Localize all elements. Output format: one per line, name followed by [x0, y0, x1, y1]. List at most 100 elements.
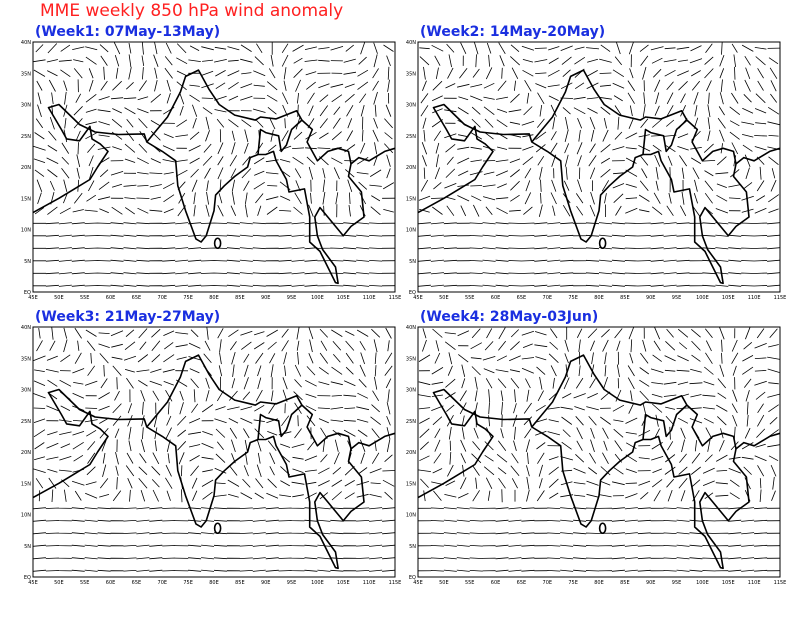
lon-label: 55E [465, 580, 475, 586]
lat-label: 30N [406, 103, 416, 109]
lon-label: 50E [439, 580, 449, 586]
lon-label: 110E [748, 580, 761, 586]
lat-label: 35N [21, 356, 31, 362]
wind-vectors [33, 41, 396, 287]
border [686, 404, 737, 450]
sri-lanka [213, 522, 222, 535]
lon-label: 115E [389, 295, 402, 301]
lon-label: 100E [696, 295, 709, 301]
lat-label: 15N [21, 481, 31, 487]
panel-title: (Week1: 07May-13May) [35, 24, 220, 40]
lat-label: 25N [21, 419, 31, 425]
lon-label: 115E [774, 295, 787, 301]
border [531, 69, 688, 155]
lon-label: 85E [620, 295, 630, 301]
border [531, 354, 688, 440]
lat-label: 25N [406, 134, 416, 140]
lat-label: 40N [21, 40, 31, 46]
lon-label: 65E [132, 295, 142, 301]
panel-title: (Week3: 21May-27May) [35, 309, 220, 325]
lon-label: 75E [183, 295, 193, 301]
lon-label: 70E [158, 580, 168, 586]
lon-label: 45E [28, 295, 38, 301]
wind-vectors [417, 41, 781, 287]
lon-label: 50E [439, 295, 449, 301]
lat-label: 40N [406, 40, 416, 46]
lat-label: 5N [24, 544, 31, 550]
map-panel: (Week2: 14May-20May) 40N 35N 30N 25N 20N 15N 10… [406, 24, 786, 301]
map-frame [32, 41, 396, 293]
lon-label: 55E [80, 580, 90, 586]
lon-label: 85E [235, 295, 245, 301]
lat-label: 20N [406, 450, 416, 456]
lon-label: 95E [287, 295, 297, 301]
coastline [32, 103, 396, 285]
lat-label: EQ [409, 575, 416, 581]
panel-title: (Week2: 14May-20May) [420, 24, 605, 40]
sri-lanka [598, 237, 607, 250]
border [146, 69, 303, 155]
map-panel: (Week1: 07May-13May) 40N 35N 30N 25N 20N 15N 10… [21, 24, 401, 301]
lon-label: 95E [672, 295, 682, 301]
lat-label: 10N [406, 513, 416, 519]
lat-label: 20N [21, 450, 31, 456]
wind-vectors [32, 326, 396, 572]
lon-label: 105E [337, 580, 350, 586]
lon-label: 60E [491, 580, 501, 586]
lon-label: 85E [235, 580, 245, 586]
lon-label: 55E [465, 295, 475, 301]
lat-label: EQ [409, 290, 416, 296]
lon-label: 100E [696, 580, 709, 586]
lon-label: 115E [389, 580, 402, 586]
lat-label: 10N [406, 228, 416, 234]
lon-label: 65E [517, 295, 527, 301]
lon-label: 110E [363, 295, 376, 301]
map-panel: (Week4: 28May-03Jun) 40N 35N 30N 25N 20N 15N 10… [406, 309, 786, 586]
border [301, 404, 352, 450]
lon-label: 75E [568, 295, 578, 301]
lon-label: 45E [413, 295, 423, 301]
sri-lanka [598, 522, 607, 535]
sri-lanka [213, 237, 222, 250]
coastline [32, 388, 396, 570]
lat-label: 30N [406, 388, 416, 394]
lon-label: 65E [517, 580, 527, 586]
lon-label: 70E [158, 295, 168, 301]
lat-label: 10N [21, 513, 31, 519]
lat-label: 15N [21, 196, 31, 202]
lat-label: 5N [409, 259, 416, 265]
lon-label: 60E [106, 580, 116, 586]
coastline [417, 388, 781, 570]
lon-label: 115E [774, 580, 787, 586]
lon-label: 55E [80, 295, 90, 301]
lon-label: 90E [261, 295, 271, 301]
lon-label: 60E [491, 295, 501, 301]
lon-label: 75E [183, 580, 193, 586]
border [686, 119, 737, 165]
lon-label: 95E [672, 580, 682, 586]
border [146, 354, 303, 440]
figure-title: MME weekly 850 hPa wind anomaly [40, 1, 343, 21]
lon-label: 100E [311, 580, 324, 586]
lat-label: 30N [21, 103, 31, 109]
lon-label: 80E [209, 295, 219, 301]
lon-label: 85E [620, 580, 630, 586]
coastline [417, 103, 781, 285]
lon-label: 80E [594, 580, 604, 586]
lat-label: 40N [406, 325, 416, 331]
map-panel: (Week3: 21May-27May) 40N 35N 30N 25N 20N 15N 10… [21, 309, 401, 586]
lon-label: 50E [54, 580, 64, 586]
lat-label: 25N [406, 419, 416, 425]
lon-label: 90E [261, 580, 271, 586]
lat-label: 15N [406, 481, 416, 487]
lon-label: 75E [568, 580, 578, 586]
lon-label: 50E [54, 295, 64, 301]
lon-label: 110E [363, 580, 376, 586]
map-frame [417, 326, 781, 578]
lon-label: 80E [594, 295, 604, 301]
lon-label: 90E [646, 295, 656, 301]
lat-label: 20N [21, 165, 31, 171]
wind-vectors [417, 326, 781, 572]
lat-label: 20N [406, 165, 416, 171]
